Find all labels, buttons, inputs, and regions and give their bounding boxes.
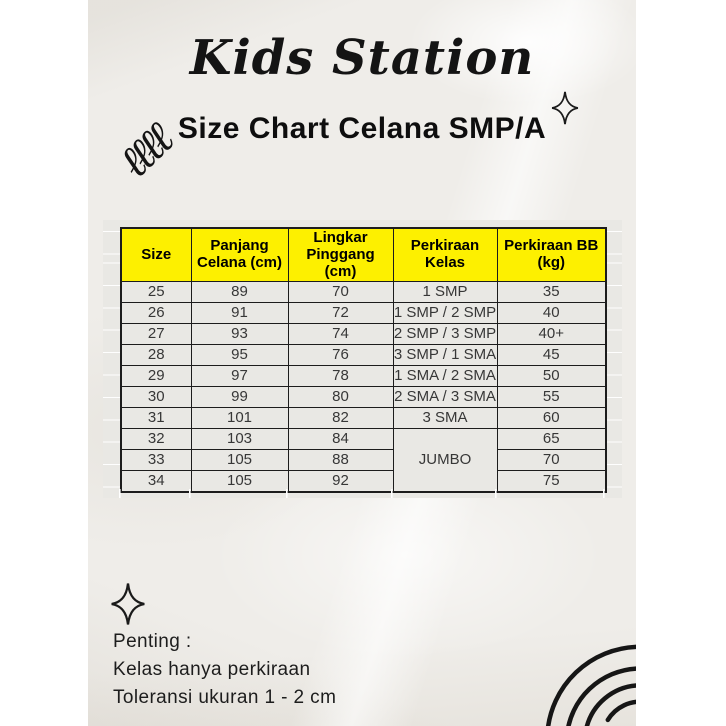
notes-line: Kelas hanya perkiraan bbox=[113, 659, 311, 680]
table-cell: 80 bbox=[287, 386, 394, 409]
page-title: Size Chart Celana SMP/A bbox=[177, 112, 547, 145]
table-cell: 95 bbox=[190, 344, 289, 367]
table-cell: 99 bbox=[190, 386, 289, 409]
table-cell: 50 bbox=[496, 365, 607, 388]
column-header: Perkiraan Kelas bbox=[392, 227, 498, 283]
table-cell: 74 bbox=[287, 323, 394, 346]
table-cell: 60 bbox=[496, 407, 607, 430]
table-cell: 25 bbox=[120, 281, 192, 304]
table-cell: 92 bbox=[287, 470, 394, 493]
table-row: 28 95 76 3 SMP / 1 SMA 45 bbox=[120, 344, 607, 367]
table-cell: 1 SMP / 2 SMP bbox=[392, 302, 498, 325]
table-cell: 105 bbox=[190, 470, 289, 493]
table-cell: 65 bbox=[496, 428, 607, 451]
column-header: Lingkar Pinggang (cm) bbox=[287, 227, 394, 283]
table-row: 25 89 70 1 SMP 35 bbox=[120, 281, 607, 304]
table-body: 25 89 70 1 SMP 35 26 91 72 1 SMP / 2 SMP 40 27 93 74… bbox=[120, 281, 607, 493]
table-cell: 76 bbox=[287, 344, 394, 367]
table-cell: 29 bbox=[120, 365, 192, 388]
table-row: 29 97 78 1 SMA / 2 SMA 50 bbox=[120, 365, 607, 388]
table-cell: 33 bbox=[120, 449, 192, 472]
table-row: 33 105 88 70 bbox=[120, 449, 607, 472]
table-row: 32 103 84 JUMBO 65 bbox=[120, 428, 607, 493]
table-cell: 35 bbox=[496, 281, 607, 304]
table-header-row: Size Panjang Celana (cm) Lingkar Pinggang … bbox=[120, 227, 607, 283]
table-cell: 3 SMP / 1 SMA bbox=[392, 344, 498, 367]
table-row: 27 93 74 2 SMP / 3 SMP 40+ bbox=[120, 323, 607, 346]
table-cell: 84 bbox=[287, 428, 394, 451]
table-cell: 97 bbox=[190, 365, 289, 388]
table-cell: 105 bbox=[190, 449, 289, 472]
column-header: Size bbox=[120, 227, 192, 283]
table-cell: 2 SMP / 3 SMP bbox=[392, 323, 498, 346]
table-cell: 30 bbox=[120, 386, 192, 409]
table-cell: 1 SMP bbox=[392, 281, 498, 304]
table-cell: 70 bbox=[287, 281, 394, 304]
table-row: 31 101 82 3 SMA 60 bbox=[120, 407, 607, 430]
table-row: 26 91 72 1 SMP / 2 SMP 40 bbox=[120, 302, 607, 325]
table-cell: 27 bbox=[120, 323, 192, 346]
table-row: 34 105 92 75 bbox=[120, 470, 607, 493]
spreadsheet-paste: Size Panjang Celana (cm) Lingkar Pinggang … bbox=[103, 220, 622, 498]
table-cell: 75 bbox=[496, 470, 607, 493]
table-cell: 1 SMA / 2 SMA bbox=[392, 365, 498, 388]
table-cell: 93 bbox=[190, 323, 289, 346]
table-cell: 72 bbox=[287, 302, 394, 325]
table-cell: JUMBO bbox=[392, 428, 498, 493]
notes-line: Toleransi ukuran 1 - 2 cm bbox=[113, 687, 337, 708]
table-cell: 2 SMA / 3 SMA bbox=[392, 386, 498, 409]
table-cell: 103 bbox=[190, 428, 289, 451]
table-cell: 34 bbox=[120, 470, 192, 493]
table-cell: 70 bbox=[496, 449, 607, 472]
notes-heading: Penting : bbox=[113, 631, 192, 652]
rainbow-doodle-icon bbox=[535, 615, 636, 726]
table-cell: 31 bbox=[120, 407, 192, 430]
table-cell: 78 bbox=[287, 365, 394, 388]
table-cell: 101 bbox=[190, 407, 289, 430]
table-cell: 91 bbox=[190, 302, 289, 325]
table-cell: 82 bbox=[287, 407, 394, 430]
table-cell: 89 bbox=[190, 281, 289, 304]
brand-title: Kids Station bbox=[189, 30, 535, 86]
table-cell: 3 SMA bbox=[392, 407, 498, 430]
table-cell: 40 bbox=[496, 302, 607, 325]
size-chart-table: Size Panjang Celana (cm) Lingkar Pinggang … bbox=[120, 227, 607, 494]
table-cell: 55 bbox=[496, 386, 607, 409]
table-row: 30 99 80 2 SMA / 3 SMA 55 bbox=[120, 386, 607, 409]
table-cell: 28 bbox=[120, 344, 192, 367]
column-header: Panjang Celana (cm) bbox=[190, 227, 289, 283]
table-cell: 32 bbox=[120, 428, 192, 451]
sparkle-icon bbox=[550, 88, 580, 128]
column-header: Perkiraan BB (kg) bbox=[496, 227, 607, 283]
table-cell: 26 bbox=[120, 302, 192, 325]
table-cell: 40+ bbox=[496, 323, 607, 346]
table-cell: 88 bbox=[287, 449, 394, 472]
table-cell: 45 bbox=[496, 344, 607, 367]
notes-block: Penting : Kelas hanya perkiraan Tolerans… bbox=[113, 628, 336, 712]
paper-background: Kids Station ℓℓℓℓ Size Chart Celana SMP/… bbox=[88, 0, 636, 726]
sparkle-icon bbox=[109, 580, 147, 628]
